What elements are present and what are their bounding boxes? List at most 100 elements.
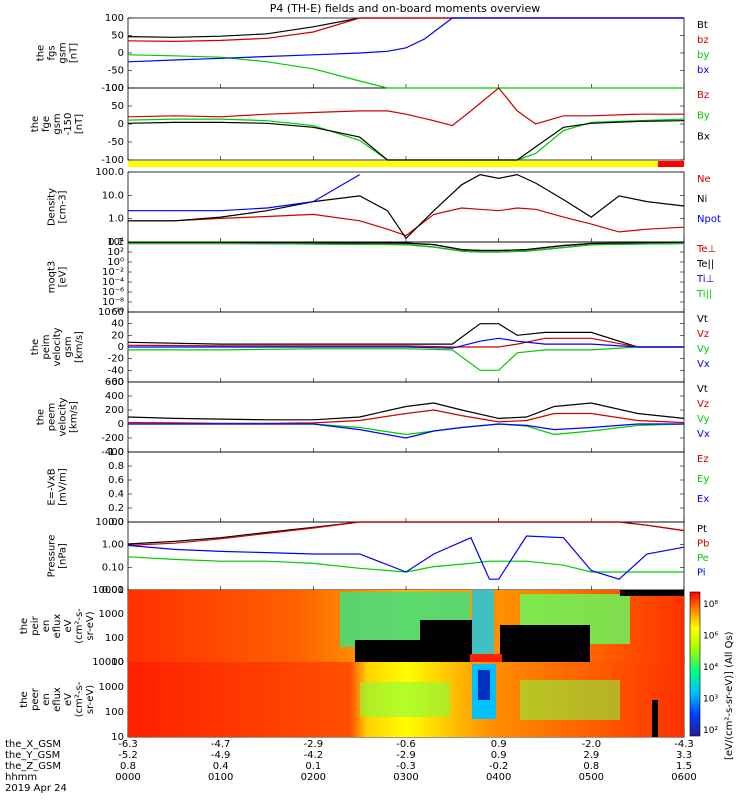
y-axis-label: [nPa] — [58, 543, 69, 569]
spectrogram-ion-black2 — [500, 625, 590, 662]
legend-entry: Ti|| — [696, 289, 712, 300]
y-tick-label: 0.2 — [108, 503, 124, 514]
panel-frame — [127, 171, 685, 243]
y-tick-label: 10000 — [92, 585, 124, 596]
series-line — [127, 17, 684, 43]
y-tick-label: 50 — [111, 101, 124, 112]
y-tick-label: -200 — [101, 433, 124, 444]
series-line — [127, 556, 684, 573]
y-axis-label: [cm-3] — [58, 190, 69, 223]
series-line — [127, 17, 684, 63]
x-tick-label: -4.7 — [211, 739, 231, 750]
legend-entry: Pe — [697, 553, 709, 564]
y-axis-label: peir — [30, 615, 41, 635]
x-tick-label: -0.2 — [489, 761, 509, 772]
y-tick-label: 10⁻² — [102, 267, 124, 278]
legend-entry: Te⊥ — [696, 244, 716, 255]
legend-entry: Pb — [697, 539, 709, 550]
series-line — [127, 521, 685, 545]
y-tick-label: 10 — [111, 657, 124, 668]
legend-entry: Bt — [697, 20, 708, 31]
y-axis-label: gsm — [63, 336, 74, 357]
y-tick-label: 1.0 — [108, 447, 124, 458]
x-row-label: the_Z_GSM — [5, 761, 61, 772]
legend-entry: Vx — [697, 429, 710, 440]
legend-entry: Vz — [697, 329, 709, 340]
x-row-label: the_Y_GSM — [5, 750, 60, 761]
colorbar-tick-label: 10³ — [703, 695, 718, 705]
y-axis-label: [nT] — [69, 43, 80, 63]
series-line — [127, 120, 685, 161]
series-line — [128, 346, 684, 371]
series-line — [128, 207, 685, 237]
y-axis-label: [km/s] — [74, 331, 85, 363]
y-tick-label: 1.0 — [108, 214, 124, 225]
y-axis-label: eV — [63, 619, 74, 632]
plots — [127, 17, 685, 580]
x-tick-label: 0200 — [301, 772, 326, 783]
y-tick-label: 60 — [111, 307, 124, 318]
y-axis-label: the — [19, 691, 30, 707]
y-axis-label: sr-eV) — [85, 685, 96, 714]
y-tick-label: 0.10 — [102, 562, 124, 573]
legend-entry: By — [697, 111, 710, 122]
legend-entry: Vz — [697, 399, 709, 410]
x-tick-label: 0500 — [579, 772, 604, 783]
y-axis-label: [mV/m] — [58, 468, 69, 506]
y-tick-label: 10⁰ — [107, 257, 124, 268]
y-tick-label: 10⁻¹⁰ — [98, 307, 124, 318]
y-axis-label: [nT] — [74, 114, 85, 134]
spectrogram-electron-dark — [652, 700, 658, 737]
x-tick-label: -5.2 — [118, 750, 138, 761]
y-axis-label: eflux — [52, 687, 63, 712]
y-tick-label: 10 — [111, 732, 124, 743]
y-tick-label: -40 — [108, 365, 124, 376]
y-tick-label: 400 — [105, 391, 124, 402]
y-tick-label: -400 — [101, 447, 124, 458]
panel-frame — [127, 17, 685, 89]
x-tick-label: -0.6 — [396, 739, 416, 750]
y-tick-label: 40 — [111, 319, 124, 330]
colorbar-tick-label: 10⁶ — [703, 632, 718, 642]
y-axis-label: -150 — [63, 113, 74, 136]
x-tick-label: 0.9 — [491, 739, 507, 750]
date-label: 2019 Apr 24 — [5, 783, 67, 794]
y-axis-label: the — [36, 409, 47, 425]
legend-entry: Ey — [697, 474, 709, 485]
y-tick-label: 0.0 — [108, 517, 124, 528]
legend-entry: Vy — [697, 344, 710, 355]
y-tick-label: 0.8 — [108, 461, 124, 472]
legend-entry: Ez — [697, 454, 709, 465]
y-tick-label: 10² — [107, 247, 124, 258]
y-tick-label: 0 — [118, 419, 124, 430]
y-tick-label: 10.0 — [102, 190, 124, 201]
y-tick-label: 100 — [105, 13, 124, 24]
x-tick-label: 0.9 — [491, 750, 507, 761]
y-tick-label: -50 — [108, 66, 124, 77]
series-line — [128, 337, 684, 349]
y-axis-label: en — [41, 620, 52, 633]
y-axis-label: gsm — [52, 113, 63, 134]
y-tick-label: 10⁻⁸ — [102, 297, 124, 308]
legend-entry: bz — [697, 35, 709, 46]
y-axis-label: gsm — [58, 42, 69, 63]
x-tick-label: 0000 — [115, 772, 140, 783]
y-axis-label: the — [30, 116, 41, 132]
y-tick-label: 100 — [105, 633, 124, 644]
colorbar-label: [eV/(cm²-s-sr-eV)] (All Qs) — [724, 631, 735, 760]
series-line — [127, 521, 685, 546]
y-tick-label: 100 — [105, 707, 124, 718]
series-line — [128, 423, 685, 436]
y-tick-label: 0.1 — [108, 237, 124, 248]
legend-entry: Npot — [697, 214, 721, 225]
y-axis-label: fgs — [47, 45, 58, 60]
y-axis-label: E=-VxB — [47, 468, 58, 505]
series-line — [127, 337, 684, 348]
y-tick-label: 0 — [118, 48, 124, 59]
y-tick-label: 0.01 — [102, 585, 124, 596]
x-tick-label: 0300 — [393, 772, 418, 783]
y-tick-label: 10.00 — [95, 517, 124, 528]
y-axis-label: the — [36, 45, 47, 61]
x-tick-label: 2.9 — [583, 750, 599, 761]
